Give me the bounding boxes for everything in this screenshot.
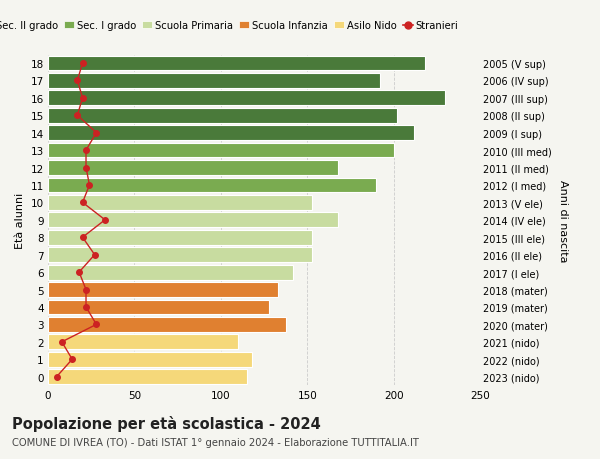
- Bar: [48, 265, 293, 280]
- Bar: [48, 109, 397, 123]
- Text: Popolazione per età scolastica - 2024: Popolazione per età scolastica - 2024: [12, 415, 321, 431]
- Bar: [48, 352, 252, 367]
- Bar: [48, 143, 394, 158]
- Bar: [48, 196, 313, 210]
- Bar: [48, 56, 425, 71]
- Bar: [48, 178, 376, 193]
- Bar: [48, 369, 247, 384]
- Y-axis label: Anni di nascita: Anni di nascita: [558, 179, 568, 262]
- Bar: [48, 74, 380, 89]
- Bar: [48, 317, 286, 332]
- Text: COMUNE DI IVREA (TO) - Dati ISTAT 1° gennaio 2024 - Elaborazione TUTTITALIA.IT: COMUNE DI IVREA (TO) - Dati ISTAT 1° gen…: [12, 437, 419, 447]
- Bar: [48, 335, 238, 349]
- Bar: [48, 300, 269, 315]
- Y-axis label: Età alunni: Età alunni: [15, 192, 25, 248]
- Bar: [48, 126, 415, 141]
- Bar: [48, 91, 445, 106]
- Bar: [48, 161, 338, 175]
- Bar: [48, 213, 338, 228]
- Legend: Sec. II grado, Sec. I grado, Scuola Primaria, Scuola Infanzia, Asilo Nido, Stran: Sec. II grado, Sec. I grado, Scuola Prim…: [0, 17, 463, 35]
- Bar: [48, 248, 313, 263]
- Bar: [48, 230, 313, 245]
- Bar: [48, 282, 278, 297]
